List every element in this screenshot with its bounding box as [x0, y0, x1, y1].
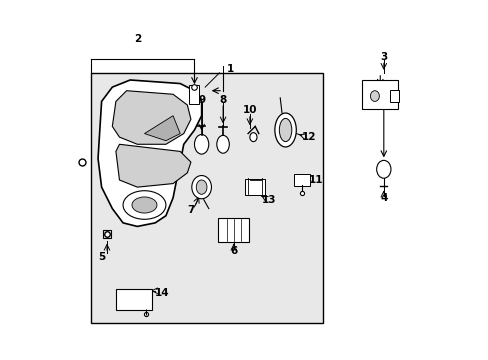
Polygon shape	[112, 91, 190, 144]
Ellipse shape	[249, 133, 257, 141]
Ellipse shape	[279, 118, 291, 141]
Text: 13: 13	[262, 195, 276, 204]
FancyBboxPatch shape	[218, 218, 248, 242]
Polygon shape	[98, 80, 201, 226]
Text: 12: 12	[301, 132, 315, 142]
Ellipse shape	[123, 191, 165, 219]
Ellipse shape	[196, 180, 206, 194]
FancyBboxPatch shape	[189, 85, 199, 104]
Text: 9: 9	[198, 95, 205, 105]
Ellipse shape	[132, 197, 157, 213]
Ellipse shape	[191, 176, 211, 199]
Ellipse shape	[274, 113, 296, 147]
Text: 2: 2	[133, 34, 141, 44]
Text: 5: 5	[98, 252, 105, 262]
Text: 10: 10	[242, 105, 257, 115]
FancyBboxPatch shape	[389, 90, 398, 102]
Text: 14: 14	[155, 288, 169, 297]
Ellipse shape	[216, 135, 229, 153]
Text: 1: 1	[226, 64, 233, 74]
Ellipse shape	[194, 134, 208, 154]
Polygon shape	[144, 116, 180, 141]
Text: 7: 7	[187, 205, 194, 215]
Ellipse shape	[370, 91, 379, 102]
Text: 6: 6	[230, 247, 237, 256]
Text: 8: 8	[219, 95, 226, 105]
FancyBboxPatch shape	[362, 80, 397, 109]
FancyBboxPatch shape	[244, 179, 264, 195]
Text: 4: 4	[379, 193, 386, 203]
FancyBboxPatch shape	[116, 289, 151, 310]
FancyBboxPatch shape	[293, 174, 309, 186]
Ellipse shape	[376, 160, 390, 178]
Polygon shape	[116, 144, 190, 187]
Text: 11: 11	[308, 175, 323, 185]
Text: 3: 3	[379, 52, 386, 62]
FancyBboxPatch shape	[91, 73, 323, 323]
